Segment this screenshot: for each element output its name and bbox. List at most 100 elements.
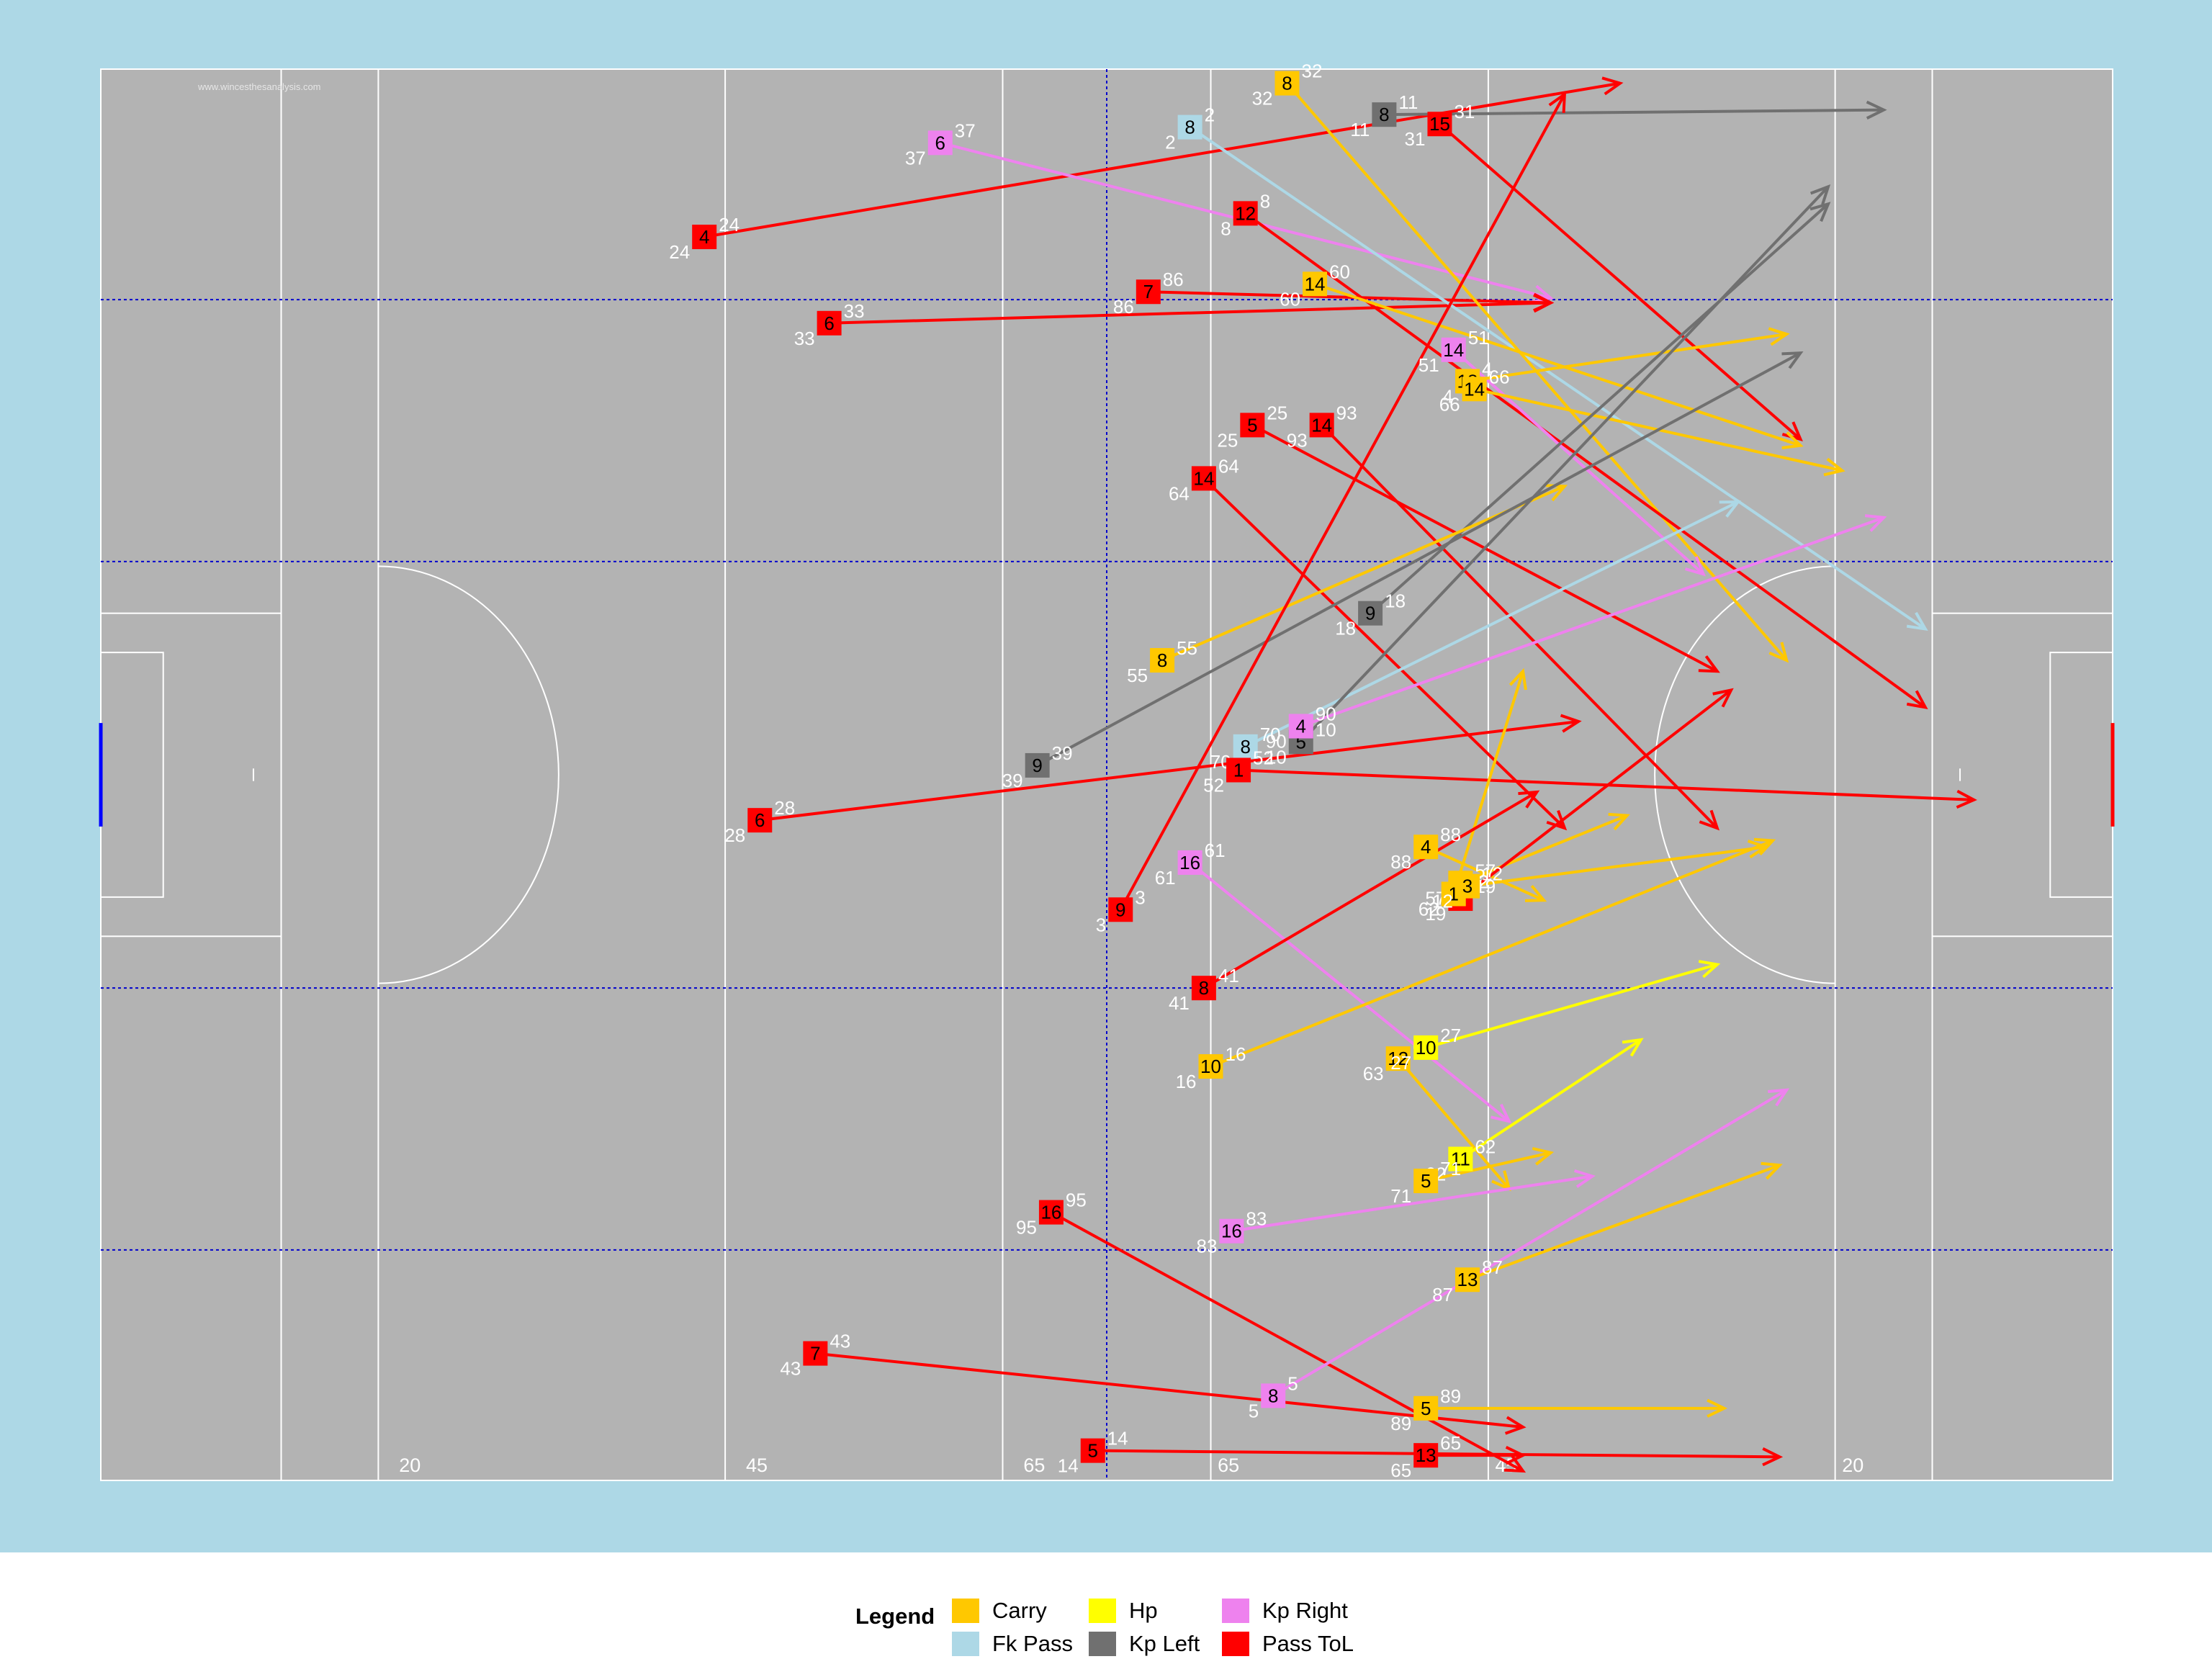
event-arrow [1300,184,1831,743]
marker-square [1198,1054,1223,1079]
minute-label: 16 [1176,1071,1197,1092]
arrow-head [1809,202,1831,222]
player-number: 8 [1184,117,1195,138]
arrow-shaft [1148,290,1551,305]
event-arrow [1425,1147,1555,1182]
minute-label: 60 [1280,288,1300,310]
event-arrow [815,1352,1527,1435]
player-number: 8 [1282,73,1292,94]
arrow-shaft [1300,516,1884,728]
player-number: 8 [1268,1385,1278,1406]
player-number: 3 [1462,876,1473,897]
arrow-head [1712,688,1734,708]
event-arrow [1189,861,1512,1124]
minute-label: 18 [1385,590,1406,612]
event-marker: 85 5 [1249,1372,1298,1421]
player-number: 6 [755,809,765,831]
marker-square [1309,413,1334,438]
event-marker: 9 39 39 [1002,742,1073,791]
arrow-shaft [1210,839,1773,1068]
minute-label: 83 [1246,1208,1267,1230]
event-arrow [1119,91,1567,911]
player-number: 8 [1157,649,1167,671]
minute-label: 66 [1439,393,1460,415]
marker-square [1385,1046,1411,1071]
player-number: 6 [935,132,945,153]
marker-square [1455,1267,1480,1292]
player-number: 14 [1464,378,1485,400]
minute-label: 90 [1266,730,1287,752]
minute-label: 51 [1468,327,1489,349]
arrow-head [1698,655,1720,673]
event-arrow [1244,212,1928,710]
arrow-head [1781,351,1804,369]
arrow-head [1719,500,1741,518]
arrow-shaft [1460,814,1628,885]
minute-label: 39 [1052,742,1073,764]
pitch-line-labels: 20 45 65 65 45 20 [399,1455,1863,1476]
player-number: 7 [810,1343,820,1364]
legend-label: Pass ToL [1262,1631,1354,1656]
arrow-shaft [1425,963,1718,1049]
legend-title: Legend [855,1604,935,1629]
arrow-head [1866,100,1887,120]
minute-label: 83 [1196,1236,1217,1257]
player-number: 4 [1421,836,1431,858]
player-number: 15 [1429,113,1450,135]
minute-label: 60 [1329,261,1350,282]
arrow-head [1533,292,1555,312]
minute-label: 32 [1301,60,1322,82]
player-number: 9 [1115,899,1125,920]
arrow-shaft [1460,688,1732,900]
arrow-head [1491,1103,1512,1124]
arrow-shaft [1272,1089,1788,1398]
minute-label: 51 [1419,354,1439,376]
minute-label: 2 [1165,132,1175,153]
minute-label: 8 [1260,190,1270,212]
legend-swatch [1089,1632,1116,1656]
minute-label: 8 [1220,217,1231,239]
minute-label: 39 [1002,770,1023,791]
arrow-head [1546,809,1568,831]
minute-label: 71 [1440,1158,1461,1179]
minute-label: 86 [1113,296,1134,318]
event-arrow [1314,282,1804,449]
pitch-line-label: 65 [1023,1455,1045,1476]
marker-square [1108,897,1133,922]
player-number: 4 [1296,715,1306,737]
legend-swatch [1222,1632,1249,1656]
marker-square [1413,835,1439,860]
marker-square [1226,757,1251,783]
event-arrow [1460,812,1630,885]
minute-label: 41 [1169,992,1190,1014]
event-marker: 82 2 [1165,104,1215,153]
legend-item: Kp Right [1222,1598,1348,1623]
minute-label: 87 [1482,1256,1503,1278]
event-marker: 4 88 88 [1390,824,1461,873]
minute-label: 28 [724,824,745,846]
arrow-head [1823,457,1845,477]
event-marker: 5 25 25 [1217,402,1287,451]
event-arrow [1244,500,1741,748]
marker-square [1441,337,1466,362]
arrow-head [1906,611,1928,631]
event-marker: 8 32 32 [1252,60,1323,109]
event-arrow [1460,688,1734,900]
event-arrow [1426,1446,1527,1465]
arrow-shaft [1314,282,1802,447]
minute-label: 11 [1398,91,1418,113]
minute-label: 3 [1096,914,1106,935]
minute-label: 31 [1454,101,1475,122]
event-arrow [760,714,1582,822]
event-arrow [703,76,1624,238]
event-marker: 8 11 11 [1350,91,1418,140]
event-arrow [1321,423,1720,831]
marker-square [1288,714,1313,739]
event-arrow [1426,1398,1728,1418]
minute-label: 25 [1217,429,1238,451]
pitch-line-label: 65 [1218,1455,1239,1476]
